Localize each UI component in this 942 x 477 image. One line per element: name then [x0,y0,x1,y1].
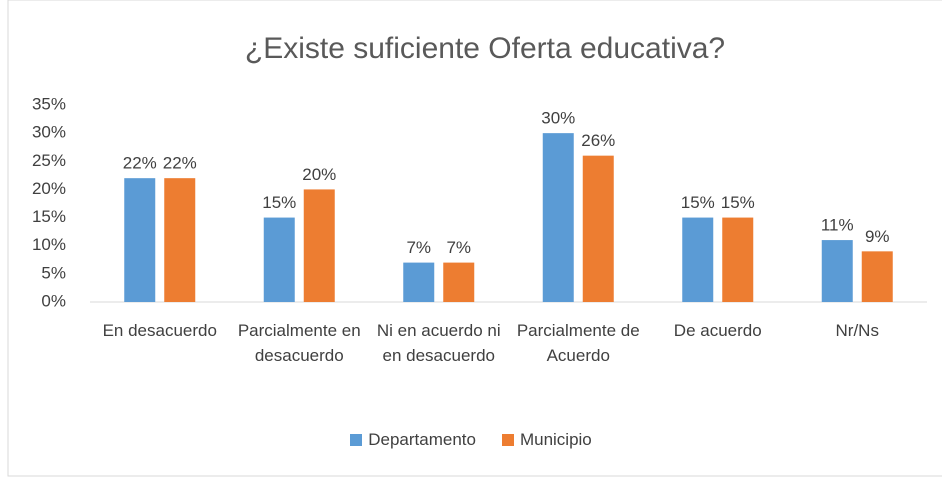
x-tick-label: Nr/Ns [835,321,879,340]
legend-swatch [350,434,363,446]
bar [682,217,714,302]
x-tick-label: Ni en acuerdo ni en desacuerdo [376,321,501,365]
bar [722,217,754,302]
bar [164,178,196,302]
bar [303,189,335,302]
bar [821,240,853,302]
chart-border [7,0,942,477]
y-tick-label: 5% [41,263,66,282]
y-tick-label: 25% [32,151,66,170]
bar [443,262,475,302]
data-label: 30% [541,109,575,128]
legend-label: Municipio [519,430,592,449]
x-tick-label: Parcialmente en desacuerdo [237,321,361,365]
data-label: 26% [581,131,615,150]
data-label: 20% [302,165,336,184]
legend-label: Departamento [368,430,476,449]
y-tick-label: 0% [41,291,66,310]
data-label: 15% [721,193,755,212]
data-label: 15% [681,193,715,212]
data-label: 22% [163,154,197,173]
bar [861,251,893,302]
x-tick-label: De acuerdo [673,321,762,340]
data-label: 7% [406,238,431,257]
chart-title: ¿Existe suficiente Oferta educativa? [245,32,725,65]
y-tick-label: 15% [32,207,66,226]
y-tick-label: 30% [32,123,66,142]
y-tick-label: 35% [32,94,66,113]
data-label: 7% [446,238,471,257]
legend: Departamento Municipio [0,430,942,450]
bar [542,133,574,302]
data-label: 15% [262,193,296,212]
data-label: 22% [123,154,157,173]
bar [403,262,435,302]
bar [124,178,156,302]
bar [263,217,295,302]
bar [582,155,614,302]
x-tick-label: En desacuerdo [102,321,217,340]
data-label: 11% [821,216,854,235]
legend-item: Departamento [350,430,476,450]
x-tick-label: Parcialmente de Acuerdo [516,321,640,365]
legend-item: Municipio [501,430,592,450]
y-tick-label: 20% [32,179,66,198]
y-tick-label: 10% [32,235,66,254]
data-label: 9% [865,227,890,246]
legend-swatch [501,434,514,446]
